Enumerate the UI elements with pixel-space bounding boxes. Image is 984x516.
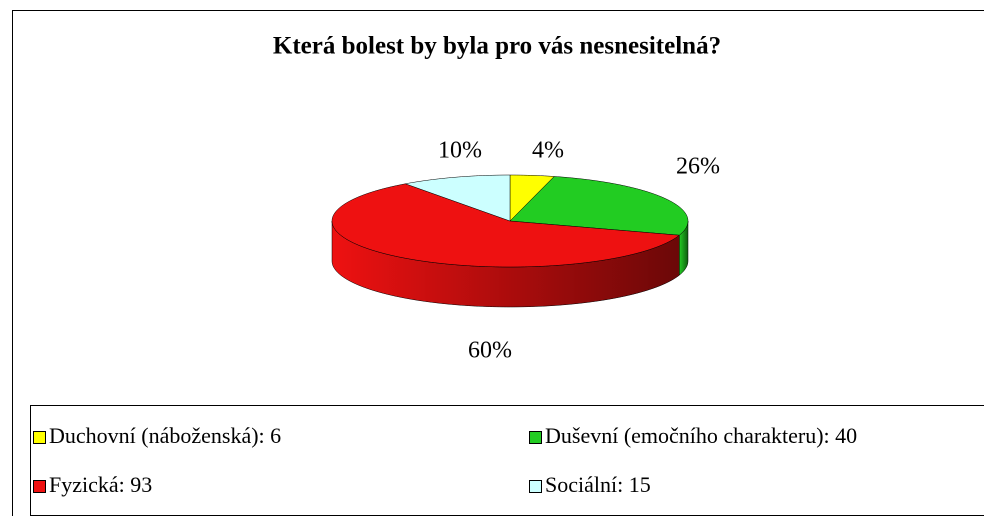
chart-title: Která bolest by byla pro vás nesnesiteln… bbox=[273, 33, 721, 60]
legend-swatch bbox=[33, 480, 46, 493]
legend-label: Duševní (emočního charakteru): 40 bbox=[545, 423, 857, 448]
data-label: 60% bbox=[468, 338, 512, 364]
data-label: 4% bbox=[532, 138, 564, 164]
pie-slice bbox=[404, 174, 511, 222]
data-label: 26% bbox=[676, 154, 720, 180]
legend-label: Duchovní (náboženská): 6 bbox=[49, 423, 281, 448]
pie-slice bbox=[509, 174, 555, 222]
data-label: 10% bbox=[438, 138, 482, 164]
legend-swatch bbox=[529, 431, 542, 444]
pie-slice bbox=[509, 176, 689, 236]
pie-slice-shade bbox=[332, 221, 680, 307]
pie-slice-shade bbox=[679, 221, 688, 276]
legend-box bbox=[30, 405, 984, 516]
legend-label: Fyzická: 93 bbox=[49, 472, 152, 497]
legend-label: Sociální: 15 bbox=[545, 472, 651, 497]
pie-slice bbox=[331, 183, 680, 268]
legend-swatch bbox=[33, 431, 46, 444]
legend-swatch bbox=[529, 480, 542, 493]
